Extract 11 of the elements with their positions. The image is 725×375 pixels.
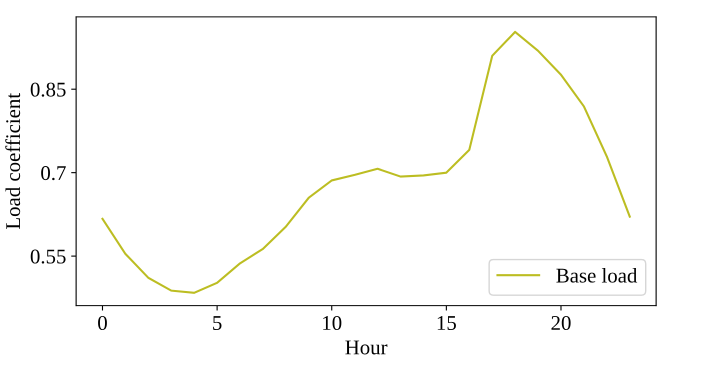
x-tick-label: 15 bbox=[438, 316, 456, 330]
x-tick-label: 10 bbox=[323, 316, 342, 330]
y-tick-label: 0.7 bbox=[41, 166, 66, 180]
y-tick-label: 0.55 bbox=[30, 249, 66, 264]
y-tick-label: 0.85 bbox=[30, 82, 66, 97]
y-axis-title: Load coefficient bbox=[5, 93, 20, 230]
x-tick-label: 20 bbox=[551, 316, 571, 330]
legend-label: Base load bbox=[556, 268, 638, 283]
x-tick-label: 0 bbox=[98, 316, 107, 330]
x-tick-label: 5 bbox=[213, 316, 222, 330]
x-axis-title: Hour bbox=[345, 340, 388, 354]
